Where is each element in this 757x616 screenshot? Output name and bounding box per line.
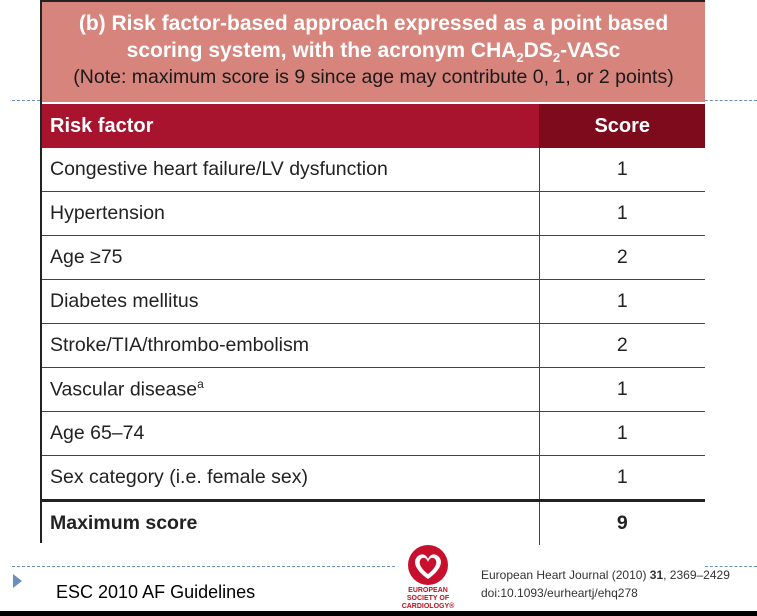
- heart-logo-icon: [408, 545, 448, 585]
- title-line-1: (b) Risk factor-based approach expressed…: [78, 12, 669, 35]
- risk-score-table: Risk factor Score Congestive heart failu…: [42, 104, 705, 545]
- logo-text-line-3: CARDIOLOGY®: [401, 603, 455, 610]
- footnote-marker: a: [197, 377, 204, 392]
- table-row: Stroke/TIA/thrombo-embolism 2: [42, 323, 705, 368]
- risk-factor-text: Vascular disease: [50, 378, 198, 401]
- table-row: Congestive heart failure/LV dysfunction …: [42, 148, 705, 192]
- citation-journal-line: European Heart Journal (2010) 31, 2369–2…: [481, 566, 730, 584]
- maximum-score-label: Maximum score: [42, 499, 539, 545]
- score-cell: 1: [538, 411, 705, 456]
- risk-factor-cell: Stroke/TIA/thrombo-embolism: [42, 323, 539, 368]
- title-line-2-prefix: scoring system, with the acronym CHA: [126, 39, 517, 62]
- top-dashed-rule-left: [12, 100, 40, 101]
- logo-text: EUROPEAN SOCIETY OF CARDIOLOGY®: [395, 587, 461, 611]
- bottom-dashed-rule-left: [12, 566, 395, 567]
- score-cell: 1: [538, 455, 705, 501]
- table-row: Diabetes mellitus 1: [42, 279, 705, 324]
- citation-volume: 31: [649, 568, 664, 582]
- logo-text-line-2: SOCIETY OF: [406, 595, 450, 602]
- esc-logo: EUROPEAN SOCIETY OF CARDIOLOGY®: [395, 543, 461, 616]
- footer-label: ESC 2010 AF Guidelines: [56, 582, 256, 602]
- bottom-dashed-rule-right: [705, 566, 757, 567]
- title-subscript-2: 2: [552, 50, 561, 66]
- risk-factor-cell: Vascular diseasea: [42, 367, 539, 412]
- risk-factor-cell: Age 65–74: [42, 411, 539, 456]
- table-header-row: Risk factor Score: [42, 104, 705, 148]
- header-risk-factor: Risk factor: [42, 104, 539, 148]
- slide-figure-frame: [40, 0, 705, 543]
- logo-text-line-1: EUROPEAN: [408, 587, 448, 594]
- maximum-score-row: Maximum score 9: [42, 499, 705, 545]
- score-cell: 1: [538, 191, 705, 236]
- table-row: Age ≥75 2: [42, 235, 705, 280]
- table-row: Age 65–74 1: [42, 411, 705, 456]
- score-cell: 1: [538, 367, 705, 412]
- score-cell: 1: [538, 148, 705, 192]
- risk-factor-cell: Hypertension: [42, 191, 539, 236]
- title-subscript-1: 2: [516, 50, 524, 66]
- table-row: Vascular diseasea 1: [42, 367, 705, 412]
- table-row: Sex category (i.e. female sex) 1: [42, 455, 705, 501]
- bullet-arrow-icon: [13, 574, 22, 588]
- header-score: Score: [538, 104, 705, 148]
- citation-journal: European Heart Journal (2010): [481, 568, 650, 582]
- score-cell: 1: [538, 279, 705, 324]
- score-cell: 2: [538, 323, 705, 368]
- table-row: Hypertension 1: [42, 191, 705, 236]
- maximum-score-value: 9: [538, 499, 705, 545]
- risk-factor-cell: Sex category (i.e. female sex): [42, 455, 539, 501]
- top-dashed-rule-right: [705, 100, 757, 101]
- citation-pages: , 2369–2429: [663, 568, 730, 582]
- citation: European Heart Journal (2010) 31, 2369–2…: [481, 566, 730, 602]
- risk-factor-cell: Age ≥75: [42, 235, 539, 280]
- bottom-bar: [0, 611, 757, 616]
- title-note: (Note: maximum score is 9 since age may …: [73, 66, 674, 88]
- title-line-2-suffix: -VASc: [560, 39, 621, 62]
- title-line-2: scoring system, with the acronym CHA2DS2…: [42, 37, 705, 64]
- risk-factor-cell: Congestive heart failure/LV dysfunction: [50, 158, 388, 180]
- score-cell: 2: [538, 235, 705, 280]
- table-title: (b) Risk factor-based approach expressed…: [42, 2, 705, 102]
- citation-doi: doi:10.1093/eurheartj/ehq278: [481, 586, 638, 600]
- risk-factor-cell: Diabetes mellitus: [42, 279, 539, 324]
- title-line-2-mid: DS: [523, 39, 553, 62]
